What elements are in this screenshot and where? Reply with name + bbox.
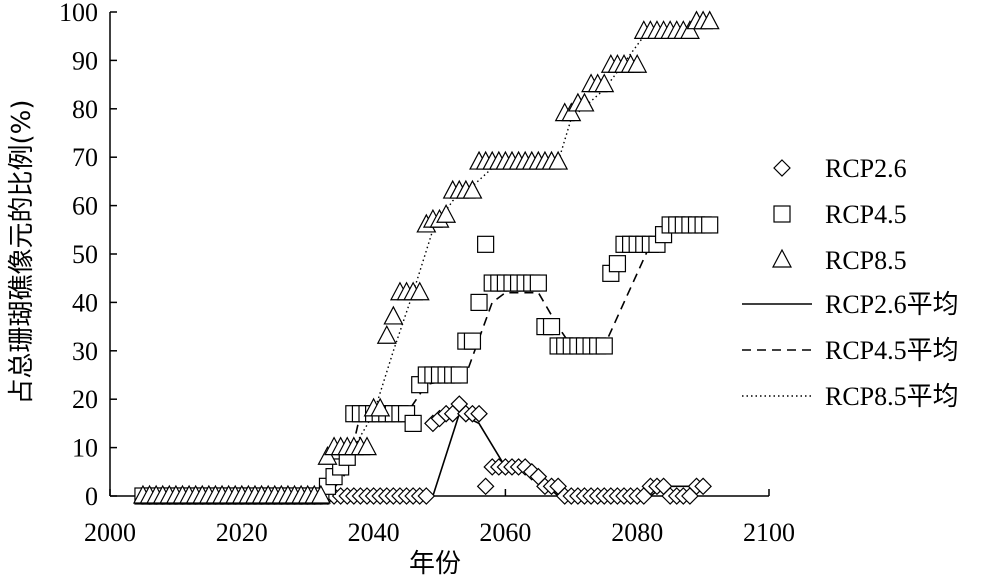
triangle-marker (357, 436, 378, 456)
y-tick-label: 80 (72, 95, 98, 124)
series-line (142, 224, 710, 497)
triangle-marker (376, 324, 397, 344)
square-marker (542, 318, 561, 336)
triangle-marker (561, 102, 582, 122)
diamond-marker (417, 487, 436, 505)
y-tick-label: 10 (72, 434, 98, 463)
series-line (142, 412, 710, 497)
x-tick-label: 2100 (743, 518, 795, 547)
triangle-marker (462, 179, 483, 199)
triangle-marker (310, 484, 331, 504)
y-tick-label: 60 (72, 192, 98, 221)
x-tick-label: 2000 (84, 518, 136, 547)
y-tick-label: 50 (72, 240, 98, 269)
y-tick-label: 70 (72, 143, 98, 172)
x-tick-label: 2020 (216, 518, 268, 547)
triangle-marker (627, 53, 648, 73)
y-tick-label: 40 (72, 288, 98, 317)
triangle-marker (409, 281, 430, 301)
triangle-marker (699, 10, 720, 30)
square-marker (701, 216, 719, 234)
legend-label: RCP8.5平均 (825, 382, 959, 411)
triangle-marker (383, 305, 404, 325)
y-tick-label: 30 (72, 337, 98, 366)
square-marker (404, 414, 422, 432)
square-marker (450, 366, 468, 384)
square-marker (477, 235, 495, 253)
diamond-marker (470, 404, 488, 423)
axes: 0 10 20 30 40 50 60 70 80 90 100 2000 2020 2040 2060 20… (59, 0, 795, 547)
x-tick-label: 2040 (348, 518, 400, 547)
triangle-marker (370, 397, 391, 417)
legend-label: RCP8.5 (825, 246, 907, 275)
legend-diamond-marker (773, 159, 791, 177)
data-markers (132, 10, 720, 505)
square-marker (463, 332, 482, 350)
legend-label: RCP2.6平均 (825, 290, 959, 319)
y-tick-label: 100 (59, 0, 98, 27)
y-tick-label: 20 (72, 385, 98, 414)
y-tick-label: 90 (72, 46, 98, 75)
triangle-marker (679, 20, 700, 39)
x-tick-label: 2060 (479, 518, 531, 547)
legend-triangle-marker (772, 248, 792, 268)
triangle-marker (317, 445, 338, 465)
legend: RCP2.6 RCP4.5 RCP8.5 RCP2.6平均 RCP4.5平均 RCP8.5… (742, 154, 959, 411)
x-axis-title: 年份 (409, 549, 461, 579)
diamond-marker (476, 477, 495, 496)
legend-label: RCP4.5 (825, 200, 907, 229)
square-marker (608, 255, 627, 273)
legend-label: RCP2.6 (825, 154, 907, 183)
square-marker (595, 337, 613, 355)
x-tick-label: 2080 (611, 518, 663, 547)
legend-square-marker (773, 205, 791, 223)
triangle-marker (574, 92, 595, 112)
triangle-marker (436, 203, 457, 223)
square-marker (529, 274, 547, 292)
triangle-marker (548, 150, 569, 170)
y-axis-title: 占总珊瑚礁像元的比例(%) (7, 100, 37, 405)
legend-label: RCP4.5平均 (825, 336, 959, 365)
square-marker (470, 293, 488, 311)
triangle-marker (594, 73, 615, 93)
y-tick-label: 0 (85, 482, 98, 511)
diamond-marker (694, 477, 712, 496)
